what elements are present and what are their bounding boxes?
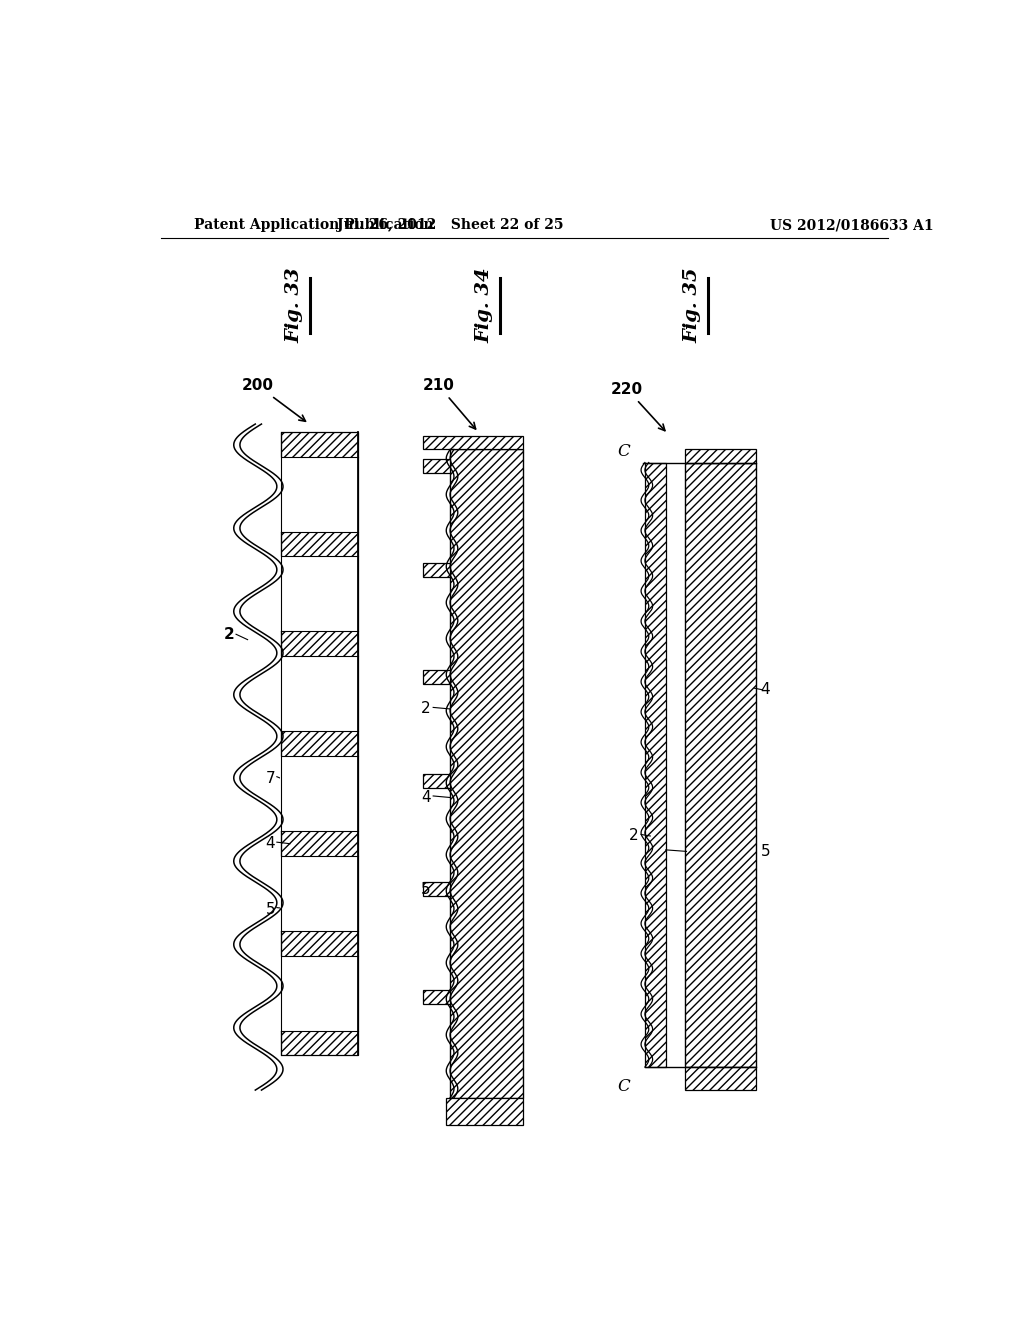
Text: 4: 4 — [761, 682, 770, 697]
Bar — [423, 775, 451, 788]
Text: US 2012/0186633 A1: US 2012/0186633 A1 — [770, 218, 933, 232]
Bar — [423, 882, 451, 896]
Bar — [685, 449, 756, 462]
Bar — [280, 457, 358, 532]
Text: 4: 4 — [421, 789, 431, 805]
Bar — [451, 449, 523, 1098]
Bar — [423, 671, 451, 684]
Text: 2: 2 — [421, 701, 431, 717]
Bar — [280, 756, 358, 830]
Text: 4: 4 — [265, 836, 275, 851]
Bar — [645, 462, 666, 1067]
Bar — [423, 562, 451, 577]
Text: 2: 2 — [224, 627, 234, 642]
Bar — [423, 436, 523, 449]
Text: 200: 200 — [242, 378, 305, 421]
Bar — [446, 1098, 523, 1125]
Text: Patent Application Publication: Patent Application Publication — [194, 218, 433, 232]
Text: 210: 210 — [423, 378, 475, 429]
Text: Fig. 33: Fig. 33 — [286, 267, 303, 342]
Text: 5: 5 — [761, 843, 770, 859]
Bar — [281, 432, 357, 1056]
Text: Jul. 26, 2012   Sheet 22 of 25: Jul. 26, 2012 Sheet 22 of 25 — [337, 218, 563, 232]
Bar — [280, 656, 358, 731]
Text: Fig. 35: Fig. 35 — [684, 267, 701, 342]
Bar — [423, 459, 451, 473]
Bar — [685, 1067, 756, 1090]
Text: 5: 5 — [265, 902, 275, 916]
Text: C: C — [617, 442, 630, 459]
Bar — [423, 990, 451, 1003]
Bar — [280, 956, 358, 1031]
Text: 220: 220 — [611, 381, 665, 430]
Text: 2: 2 — [629, 829, 639, 843]
Bar — [685, 462, 756, 1067]
Bar — [280, 855, 358, 931]
Text: 5: 5 — [421, 882, 431, 898]
Text: 7: 7 — [265, 771, 275, 785]
Text: Fig. 34: Fig. 34 — [476, 267, 494, 342]
Bar — [280, 557, 358, 631]
Text: C: C — [617, 1077, 630, 1094]
